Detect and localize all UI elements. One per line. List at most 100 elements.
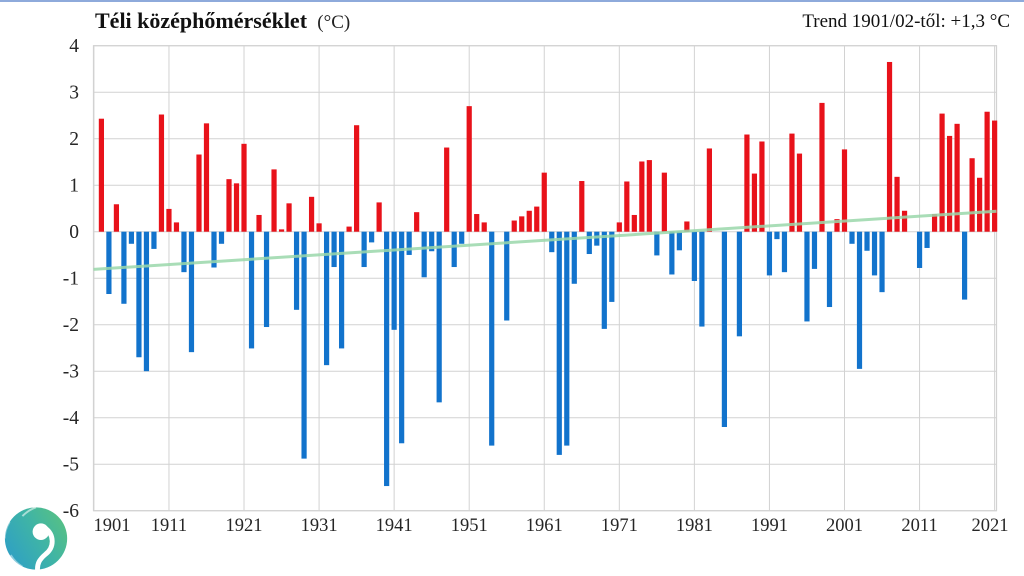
spiral-glyph [4,506,68,575]
temp-bar [631,214,637,232]
temp-bar [759,141,765,232]
temp-bar [218,231,225,244]
temp-bar [241,143,247,232]
temp-bar [331,231,337,268]
temp-bar [977,177,983,232]
x-axis-tick-label: 1951 [451,516,488,536]
temp-bar [384,231,390,487]
x-axis-tick-label: 1921 [226,516,263,536]
temp-bar [706,148,712,232]
temp-bar [984,111,990,232]
temp-bar [939,113,945,232]
temp-bar [549,231,555,253]
temp-bar [556,231,562,455]
temp-bar [128,231,135,244]
spiral-swirl-logo [4,506,68,575]
temp-bar [263,231,270,328]
temp-bar [414,212,420,232]
temp-bar [744,134,750,232]
temp-bar [429,231,435,252]
temp-bar [639,161,645,232]
temp-bar [774,231,780,240]
x-axis-tick-label: 1981 [676,516,713,536]
temp-bar [571,231,577,284]
temp-bar [323,231,330,366]
temp-bar [609,231,615,302]
trend-annotation: Trend 1901/02-től: +1,3 °C [802,11,1010,32]
temp-bar [834,219,840,232]
y-axis-tick-label: -3 [63,362,79,383]
temp-bar [646,160,652,232]
temp-bar [961,231,968,300]
temp-bar [308,196,315,232]
temp-bar [188,231,195,353]
temp-bar [158,114,165,232]
temp-bar [601,231,607,329]
temp-bar [849,231,855,244]
temp-bar [871,231,878,276]
temp-bar [736,231,743,337]
temp-bar [136,231,142,358]
temp-bar [436,231,442,403]
temp-bar [879,231,885,293]
temp-bar [143,231,150,372]
plot-border [92,45,998,512]
temp-bar [684,221,690,232]
temp-bar [691,231,697,281]
y-axis-tick-label: -1 [63,269,79,290]
temp-bar [954,123,960,232]
temp-bar [541,172,547,232]
chart-title-unit: (°C) [317,12,351,33]
temp-bar [466,106,472,232]
y-axis-tick-label: -4 [63,408,79,429]
temp-bar [564,231,570,446]
x-axis-tick-label: 1911 [151,516,187,536]
temp-bar [316,223,322,232]
chart-title: Téli középhőmérséklet (°C) [95,8,350,34]
temp-bar [901,210,908,232]
temp-bar [766,231,773,276]
temp-bar [916,231,923,268]
temp-bar [286,203,292,232]
temp-bar [278,229,285,232]
temp-bar [361,231,367,268]
x-axis-tick-label: 2021 [972,516,1009,536]
y-axis-tick-label: 1 [69,176,79,197]
temp-bar [369,231,375,243]
temp-bar [511,220,517,232]
y-axis-tick-label: -2 [63,315,79,336]
temp-bar [676,231,682,251]
temp-bar [594,231,600,246]
temp-bar [841,149,848,232]
temp-bar [248,231,255,349]
temp-bar [226,179,232,232]
y-axis-tick-label: -5 [63,455,79,476]
temp-bar [151,231,157,249]
temp-bar [534,206,540,232]
temp-bar [811,231,818,269]
temp-bar [451,231,457,268]
y-axis-tick-label: -6 [63,501,79,522]
temp-bar [789,133,795,232]
y-axis-tick-label: 0 [69,222,79,243]
temp-bar [796,153,803,232]
temp-bar [203,123,210,232]
temp-bar [504,231,510,321]
temp-bar [924,231,930,248]
temp-bar [946,135,953,232]
chart-title-text: Téli középhőmérséklet [95,8,308,33]
temp-bar [751,173,758,232]
temp-bar [113,204,120,232]
trend-line [93,209,997,271]
x-axis-tick-label: 2001 [826,516,863,536]
temp-bar [211,231,217,268]
temp-bar [173,222,180,232]
temp-bar [654,231,660,256]
temp-bar [699,231,705,327]
temp-bar [474,214,480,232]
temp-bar [579,181,585,232]
x-axis-tick-label: 1941 [376,516,413,536]
temp-bar [864,231,870,251]
temp-bar [391,231,397,330]
